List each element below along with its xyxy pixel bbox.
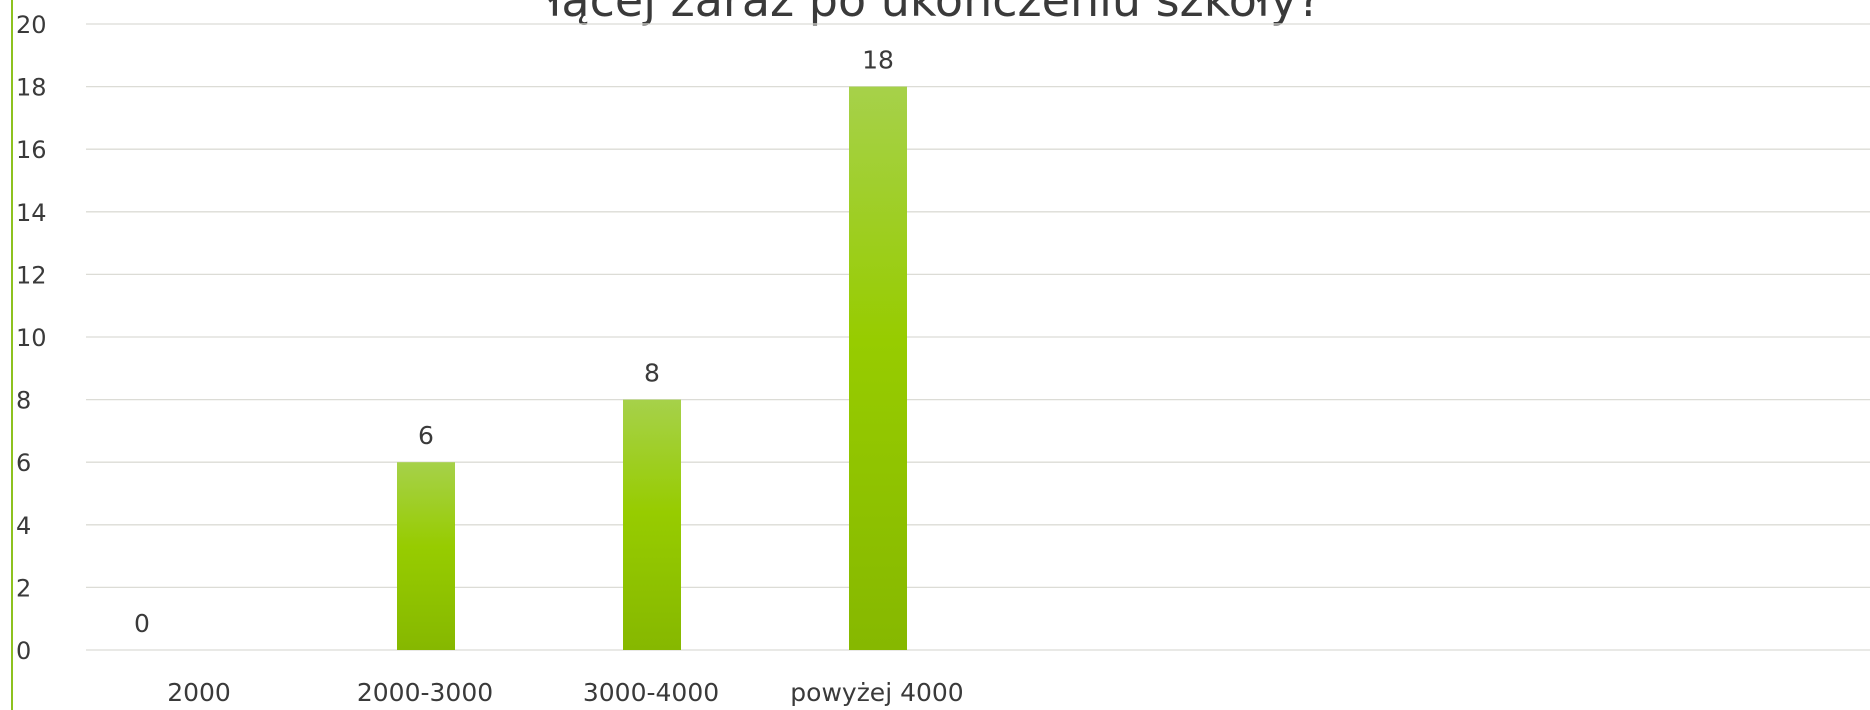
y-tick-label: 18 <box>16 74 47 102</box>
y-tick-label: 16 <box>16 136 47 164</box>
y-tick-label: 10 <box>16 324 47 352</box>
x-category-label: powyżej 4000 <box>790 678 963 707</box>
data-label: 6 <box>418 421 434 450</box>
x-category-label: 2000 <box>167 678 231 707</box>
y-tick-label: 20 <box>16 11 47 39</box>
data-label: 0 <box>134 609 150 638</box>
bar-1 <box>397 462 455 650</box>
bar-3 <box>849 86 907 651</box>
bars <box>397 86 907 651</box>
x-category-label: 3000-4000 <box>583 678 719 707</box>
y-axis-ticks: 0 2 4 6 8 10 12 14 16 18 20 <box>16 11 47 665</box>
x-axis-categories: 2000 2000-3000 3000-4000 powyżej 4000 <box>167 678 964 707</box>
x-category-label: 2000-3000 <box>357 678 493 707</box>
y-tick-label: 4 <box>16 512 31 540</box>
data-label: 18 <box>862 46 894 75</box>
bar-2 <box>623 399 681 650</box>
y-tick-label: 0 <box>16 637 31 665</box>
y-tick-label: 8 <box>16 387 31 415</box>
y-tick-label: 14 <box>16 199 47 227</box>
chart-title: łącej zaraz po ukończeniu szkoły? <box>548 0 1321 27</box>
data-labels: 0 6 8 18 <box>134 46 894 638</box>
gridlines <box>86 23 1870 651</box>
y-tick-label: 12 <box>16 261 47 289</box>
data-label: 8 <box>644 359 660 388</box>
y-tick-label: 6 <box>16 449 31 477</box>
y-tick-label: 2 <box>16 574 31 602</box>
left-accent-border <box>0 0 13 710</box>
